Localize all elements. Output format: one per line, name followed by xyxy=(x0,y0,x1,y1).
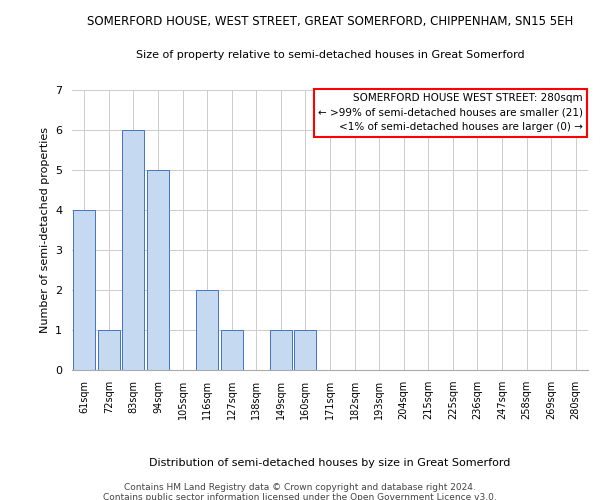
Text: Size of property relative to semi-detached houses in Great Somerford: Size of property relative to semi-detach… xyxy=(136,50,524,60)
Bar xyxy=(122,130,145,370)
Bar xyxy=(270,330,292,370)
Bar xyxy=(147,170,169,370)
Y-axis label: Number of semi-detached properties: Number of semi-detached properties xyxy=(40,127,50,333)
Bar xyxy=(295,330,316,370)
Text: Contains public sector information licensed under the Open Government Licence v3: Contains public sector information licen… xyxy=(103,492,497,500)
Text: Distribution of semi-detached houses by size in Great Somerford: Distribution of semi-detached houses by … xyxy=(149,458,511,468)
Text: SOMERFORD HOUSE, WEST STREET, GREAT SOMERFORD, CHIPPENHAM, SN15 5EH: SOMERFORD HOUSE, WEST STREET, GREAT SOME… xyxy=(87,15,573,28)
Text: Contains HM Land Registry data © Crown copyright and database right 2024.: Contains HM Land Registry data © Crown c… xyxy=(124,482,476,492)
Bar xyxy=(73,210,95,370)
Text: SOMERFORD HOUSE WEST STREET: 280sqm
← >99% of semi-detached houses are smaller (: SOMERFORD HOUSE WEST STREET: 280sqm ← >9… xyxy=(318,93,583,132)
Bar xyxy=(98,330,120,370)
Bar xyxy=(196,290,218,370)
Bar xyxy=(221,330,243,370)
